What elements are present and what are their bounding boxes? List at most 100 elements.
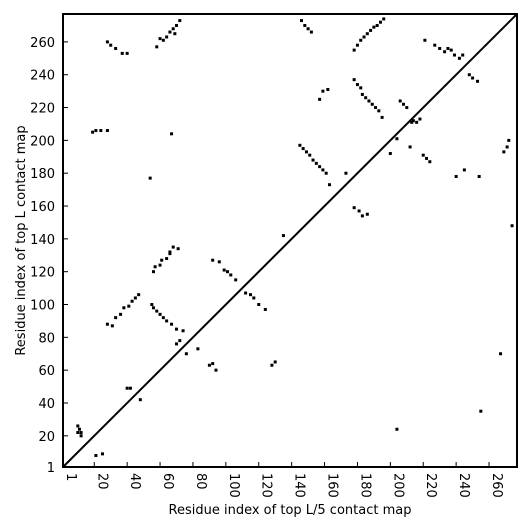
contact-point <box>181 329 185 333</box>
contact-point <box>214 368 218 372</box>
contact-point <box>352 206 356 210</box>
contact-point <box>155 45 159 49</box>
x-tick-label: 140 <box>292 473 307 498</box>
contact-point <box>148 176 152 180</box>
contact-point <box>395 427 399 431</box>
contact-point <box>415 120 419 124</box>
contact-point <box>311 158 315 162</box>
y-tick-label: 60 <box>38 364 55 379</box>
contact-point <box>175 342 178 346</box>
contact-point <box>222 268 226 272</box>
contact-point <box>76 431 80 435</box>
contact-point <box>119 312 123 316</box>
contact-point <box>175 327 178 331</box>
x-tick-label: 60 <box>160 473 175 490</box>
contact-point <box>110 324 114 328</box>
contact-point <box>425 156 429 160</box>
contact-point <box>382 17 386 21</box>
contact-point <box>184 352 188 356</box>
contact-point <box>308 153 312 157</box>
y-tick-label: 20 <box>38 430 55 445</box>
contact-point <box>79 431 83 435</box>
contact-point <box>170 322 174 326</box>
contact-point <box>374 106 378 110</box>
contact-point <box>380 115 384 119</box>
contact-point <box>364 96 368 100</box>
contact-point <box>433 43 437 47</box>
contact-point <box>273 360 277 364</box>
x-tick-label: 180 <box>357 473 372 498</box>
x-tick-label: 240 <box>456 473 471 498</box>
contact-point <box>170 132 174 136</box>
contact-point <box>229 273 233 277</box>
contact-point <box>321 168 325 172</box>
contact-point <box>249 293 253 297</box>
contact-point <box>158 312 162 316</box>
contact-point <box>161 38 165 42</box>
contact-point <box>418 117 422 121</box>
contact-point <box>244 291 248 295</box>
contact-point <box>173 32 177 36</box>
contact-point <box>252 296 256 300</box>
plot-frame <box>62 13 518 468</box>
contact-point <box>369 28 373 32</box>
contact-point <box>318 97 322 101</box>
y-tick-label: 140 <box>30 233 55 248</box>
contact-point <box>359 86 363 90</box>
x-tick-label: 120 <box>259 473 274 498</box>
contact-point <box>499 352 503 356</box>
contact-point <box>91 130 95 134</box>
x-tick-label: 1 <box>63 473 78 481</box>
contact-point <box>125 51 129 55</box>
contact-points <box>76 17 514 458</box>
contact-point <box>405 106 409 110</box>
x-tick-label: 160 <box>325 473 340 498</box>
contact-point <box>398 99 402 103</box>
contact-point <box>234 278 238 282</box>
contact-point <box>327 183 331 187</box>
contact-point <box>318 165 322 169</box>
contact-point <box>360 92 364 96</box>
contact-point <box>357 209 361 213</box>
contact-point <box>178 19 182 23</box>
contact-point <box>263 307 267 311</box>
contact-point <box>428 160 432 164</box>
contact-point <box>225 270 229 274</box>
contact-point <box>114 316 118 320</box>
y-tick-label: 160 <box>30 200 55 215</box>
contact-point <box>410 120 414 124</box>
contact-point <box>462 168 466 172</box>
contact-point <box>175 23 178 27</box>
contact-point <box>505 145 509 149</box>
contact-point <box>150 303 154 307</box>
y-axis-label: Residue index of top L contact map <box>14 125 29 355</box>
contact-point <box>471 76 475 80</box>
contact-point <box>161 316 165 320</box>
contact-point <box>344 171 348 175</box>
contact-point <box>461 53 465 57</box>
y-tick-label: 100 <box>30 299 55 314</box>
contact-point <box>196 347 200 351</box>
contact-point <box>502 150 506 154</box>
contact-point <box>158 37 162 41</box>
contact-point <box>281 234 285 238</box>
contact-point <box>94 129 98 133</box>
contact-point <box>479 409 483 413</box>
contact-point <box>411 119 415 123</box>
contact-point <box>304 150 308 154</box>
contact-point <box>402 102 405 106</box>
x-tick-label: 260 <box>489 473 504 498</box>
contact-point <box>388 152 392 156</box>
y-tick-label: 1 <box>47 461 55 476</box>
contact-point <box>355 83 359 87</box>
contact-point <box>355 43 359 47</box>
contact-point <box>165 257 169 261</box>
contact-point <box>449 48 453 52</box>
x-tick-label: 100 <box>226 473 241 498</box>
contact-point <box>352 48 356 52</box>
x-tick-label: 80 <box>193 473 208 490</box>
y-tick-label: 120 <box>30 266 55 281</box>
contact-point <box>421 153 425 157</box>
